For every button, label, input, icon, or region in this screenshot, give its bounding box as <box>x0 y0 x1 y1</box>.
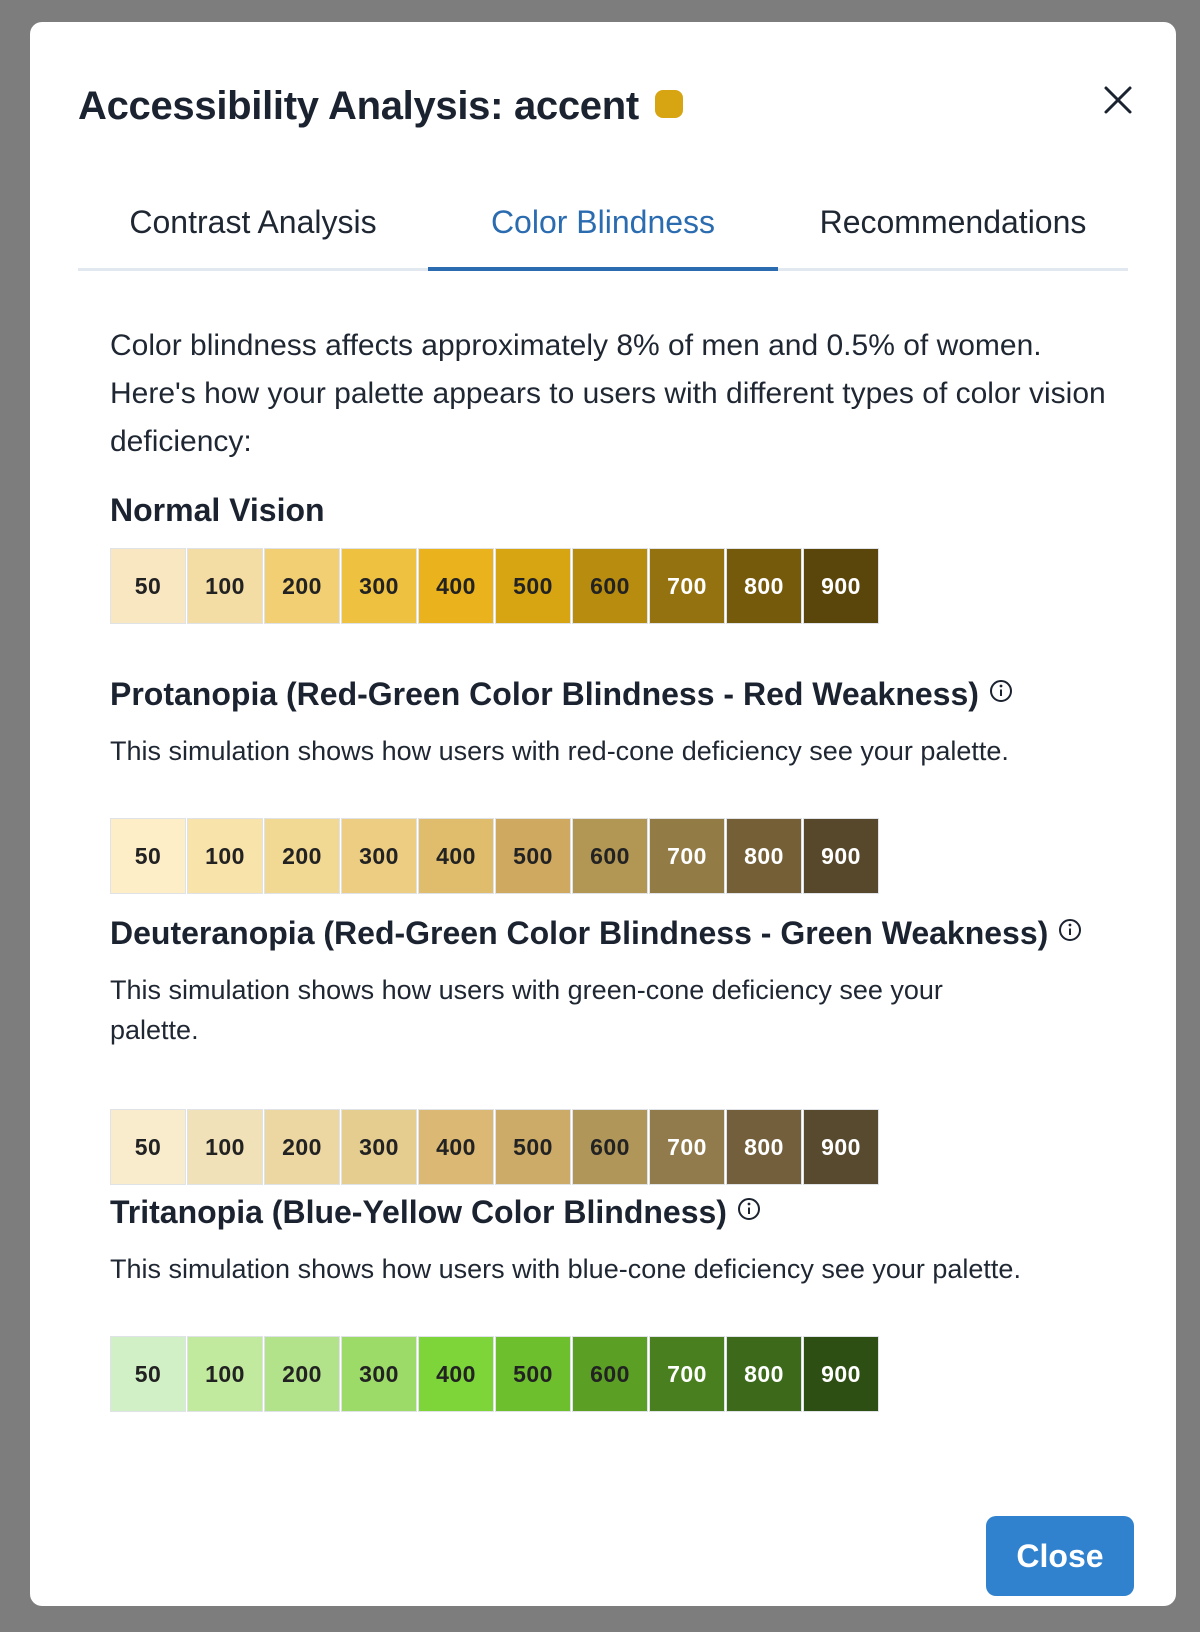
color-swatch-700: 700 <box>649 1109 725 1185</box>
section-tritanopia: Tritanopia (Blue-Yellow Color Blindness)… <box>110 1194 1110 1412</box>
color-swatch-900: 900 <box>803 1336 879 1412</box>
intro-text: Color blindness affects approximately 8%… <box>110 329 1106 458</box>
color-swatch-600: 600 <box>572 1109 648 1185</box>
section-title: Tritanopia (Blue-Yellow Color Blindness) <box>110 1194 727 1230</box>
tab-content: Color blindness affects approximately 8%… <box>110 322 1130 466</box>
section-title-row: Protanopia (Red-Green Color Blindness - … <box>110 676 1110 715</box>
section-protanopia: Protanopia (Red-Green Color Blindness - … <box>110 676 1110 894</box>
section-title: Normal Vision <box>110 492 325 528</box>
section-description: This simulation shows how users with red… <box>110 736 1009 767</box>
color-swatch-200: 200 <box>264 1336 340 1412</box>
section-title: Protanopia (Red-Green Color Blindness - … <box>110 676 979 712</box>
color-swatch-600: 600 <box>572 818 648 894</box>
color-swatch-300: 300 <box>341 818 417 894</box>
color-swatch-200: 200 <box>264 818 340 894</box>
swatch-row: 50 100 200 300 400 500 600 700 800 900 <box>110 818 880 894</box>
color-swatch-500: 500 <box>495 1336 571 1412</box>
color-swatch-700: 700 <box>649 548 725 624</box>
color-swatch-800: 800 <box>726 1109 802 1185</box>
tab-contrast-analysis[interactable]: Contrast Analysis <box>129 204 377 240</box>
color-swatch-100: 100 <box>187 1109 263 1185</box>
color-swatch-50: 50 <box>110 548 186 624</box>
section-description: This simulation shows how users with gre… <box>110 975 943 1046</box>
color-swatch-500: 500 <box>495 548 571 624</box>
color-swatch-500: 500 <box>495 818 571 894</box>
color-swatch-50: 50 <box>110 1109 186 1185</box>
color-swatch-800: 800 <box>726 548 802 624</box>
color-swatch-400: 400 <box>418 818 494 894</box>
section-title: Deuteranopia (Red-Green Color Blindness … <box>110 915 1049 951</box>
color-swatch-400: 400 <box>418 1109 494 1185</box>
info-icon[interactable] <box>737 1192 761 1229</box>
color-swatch-700: 700 <box>649 818 725 894</box>
color-swatch-300: 300 <box>341 1109 417 1185</box>
color-swatch-800: 800 <box>726 818 802 894</box>
section-deuteranopia: Deuteranopia (Red-Green Color Blindness … <box>110 915 1082 1185</box>
color-swatch-900: 900 <box>803 818 879 894</box>
modal-title-row: Accessibility Analysis: accent <box>78 84 683 129</box>
color-swatch-400: 400 <box>418 1336 494 1412</box>
color-swatch-100: 100 <box>187 1336 263 1412</box>
color-swatch-700: 700 <box>649 1336 725 1412</box>
info-icon[interactable] <box>1058 913 1082 950</box>
color-swatch-900: 900 <box>803 1109 879 1185</box>
section-title-row: Tritanopia (Blue-Yellow Color Blindness) <box>110 1194 1110 1233</box>
color-swatch-300: 300 <box>341 1336 417 1412</box>
section-description: This simulation shows how users with blu… <box>110 1254 1021 1285</box>
info-icon[interactable] <box>989 674 1013 711</box>
tab-color-blindness[interactable]: Color Blindness <box>428 182 778 271</box>
color-swatch-800: 800 <box>726 1336 802 1412</box>
color-swatch-50: 50 <box>110 1336 186 1412</box>
close-icon[interactable] <box>1096 78 1140 122</box>
modal-header: Accessibility Analysis: accent <box>78 78 1140 138</box>
tab-recommendations[interactable]: Recommendations <box>819 204 1087 240</box>
section-title-row: Deuteranopia (Red-Green Color Blindness … <box>110 915 1082 954</box>
color-swatch-400: 400 <box>418 548 494 624</box>
color-swatch-500: 500 <box>495 1109 571 1185</box>
color-swatch-200: 200 <box>264 1109 340 1185</box>
accessibility-modal: Accessibility Analysis: accent Contrast … <box>30 22 1176 1606</box>
section-normal-vision: Normal Vision 50 100 200 300 400 500 600 700 800… <box>110 492 879 624</box>
swatch-row: 50 100 200 300 400 500 600 700 800 900 <box>110 1109 880 1185</box>
color-swatch-100: 100 <box>187 548 263 624</box>
color-swatch-600: 600 <box>572 1336 648 1412</box>
close-button[interactable]: Close <box>986 1516 1134 1596</box>
color-swatch-600: 600 <box>572 548 648 624</box>
color-swatch-100: 100 <box>187 818 263 894</box>
color-swatch-300: 300 <box>341 548 417 624</box>
accent-color-swatch <box>654 90 683 119</box>
color-swatch-200: 200 <box>264 548 340 624</box>
swatch-row: 50 100 200 300 400 500 600 700 800 900 <box>110 548 880 624</box>
color-swatch-900: 900 <box>803 548 879 624</box>
modal-title: Accessibility Analysis: accent <box>78 84 639 128</box>
swatch-row: 50 100 200 300 400 500 600 700 800 900 <box>110 1336 880 1412</box>
tab-bar: Contrast Analysis Color Blindness Recomm… <box>78 182 1128 271</box>
color-swatch-50: 50 <box>110 818 186 894</box>
